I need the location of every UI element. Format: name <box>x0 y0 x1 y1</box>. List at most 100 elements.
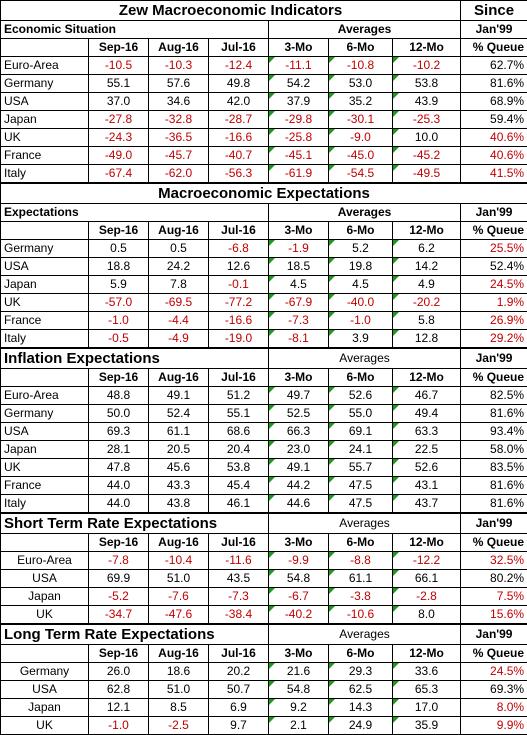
value-cell: 3.9 <box>329 330 393 349</box>
column-header: 3-Mo <box>269 39 329 57</box>
section-label: Expectations <box>1 204 269 222</box>
value-cell: 43.5 <box>209 570 269 588</box>
value-cell: -27.8 <box>89 111 149 129</box>
value-cell: 9.2 <box>269 699 329 717</box>
value-cell: -6.8 <box>209 240 269 258</box>
row-label: Italy <box>1 165 89 184</box>
value-cell: -5.2 <box>89 588 149 606</box>
queue-cell: 93.4% <box>461 423 527 441</box>
value-cell: -2.8 <box>393 588 461 606</box>
averages-label: Averages <box>269 348 461 369</box>
queue-cell: 81.6% <box>461 477 527 495</box>
row-label: USA <box>1 93 89 111</box>
value-cell: -10.8 <box>329 57 393 75</box>
row-label: Germany <box>1 405 89 423</box>
value-cell: -56.3 <box>209 165 269 184</box>
value-cell: 8.0 <box>393 606 461 625</box>
value-cell: -61.9 <box>269 165 329 184</box>
value-cell: -19.0 <box>209 330 269 349</box>
queue-cell: 58.0% <box>461 441 527 459</box>
value-cell: -16.6 <box>209 312 269 330</box>
value-cell: 26.0 <box>89 663 149 681</box>
column-header: Aug-16 <box>149 222 209 240</box>
base-label: Jan'99 <box>461 624 527 645</box>
row-label: Japan <box>1 588 89 606</box>
row-label: USA <box>1 570 89 588</box>
value-cell: 43.8 <box>149 495 209 514</box>
value-cell: -29.8 <box>269 111 329 129</box>
value-cell: 22.5 <box>393 441 461 459</box>
base-label: Jan'99 <box>461 513 527 534</box>
row-label: UK <box>1 717 89 735</box>
value-cell: -1.0 <box>329 312 393 330</box>
value-cell: 52.5 <box>269 405 329 423</box>
column-header: 12-Mo <box>393 534 461 552</box>
queue-cell: 81.6% <box>461 405 527 423</box>
value-cell: 55.1 <box>209 405 269 423</box>
value-cell: 54.8 <box>269 570 329 588</box>
value-cell: 49.7 <box>269 387 329 405</box>
value-cell: 19.8 <box>329 258 393 276</box>
value-cell: -25.8 <box>269 129 329 147</box>
column-header: % Queue <box>461 39 527 57</box>
queue-cell: 80.2% <box>461 570 527 588</box>
column-header: Jul-16 <box>209 369 269 387</box>
queue-cell: 40.6% <box>461 129 527 147</box>
since-label: Since <box>461 1 527 21</box>
value-cell: 5.2 <box>329 240 393 258</box>
value-cell: 0.5 <box>89 240 149 258</box>
value-cell: 65.3 <box>393 681 461 699</box>
value-cell: 53.8 <box>209 459 269 477</box>
queue-cell: 26.9% <box>461 312 527 330</box>
queue-cell: 59.4% <box>461 111 527 129</box>
value-cell: -1.0 <box>89 717 149 735</box>
row-label: Germany <box>1 75 89 93</box>
value-cell: 45.4 <box>209 477 269 495</box>
value-cell: 66.1 <box>393 570 461 588</box>
value-cell: -57.0 <box>89 294 149 312</box>
value-cell: 68.6 <box>209 423 269 441</box>
value-cell: 55.1 <box>89 75 149 93</box>
value-cell: 61.1 <box>329 570 393 588</box>
table-row: Macroeconomic Expectations <box>1 183 527 204</box>
value-cell: -25.3 <box>393 111 461 129</box>
column-header: 12-Mo <box>393 222 461 240</box>
base-label: Jan'99 <box>461 21 527 39</box>
value-cell: 20.4 <box>209 441 269 459</box>
value-cell: 51.2 <box>209 387 269 405</box>
value-cell: -67.9 <box>269 294 329 312</box>
value-cell: 5.9 <box>89 276 149 294</box>
value-cell: 50.0 <box>89 405 149 423</box>
column-header: Sep-16 <box>89 534 149 552</box>
value-cell: -7.8 <box>89 552 149 570</box>
value-cell: 43.1 <box>393 477 461 495</box>
value-cell: -8.8 <box>329 552 393 570</box>
value-cell: 49.4 <box>393 405 461 423</box>
column-header: 3-Mo <box>269 369 329 387</box>
value-cell: -12.4 <box>209 57 269 75</box>
value-cell: 24.2 <box>149 258 209 276</box>
value-cell: -9.0 <box>329 129 393 147</box>
value-cell: -20.2 <box>393 294 461 312</box>
value-cell: 42.0 <box>209 93 269 111</box>
value-cell: 69.1 <box>329 423 393 441</box>
column-header: Aug-16 <box>149 369 209 387</box>
